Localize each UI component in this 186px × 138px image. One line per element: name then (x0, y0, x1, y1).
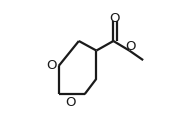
Text: O: O (46, 59, 56, 72)
Text: O: O (126, 40, 136, 53)
Text: O: O (109, 12, 120, 25)
Text: O: O (66, 96, 76, 109)
